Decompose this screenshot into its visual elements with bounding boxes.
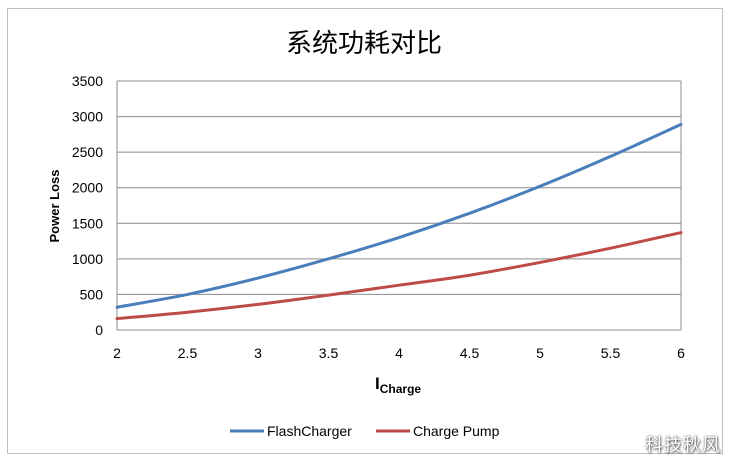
plot-area	[116, 81, 682, 330]
x-tick-label-0: 2	[113, 345, 121, 361]
x-tick-label-3: 3.5	[319, 345, 339, 361]
x-tick-label-7: 5.5	[601, 345, 621, 361]
x-axis-label: ICharge	[375, 374, 421, 396]
x-tick-label-2: 3	[254, 345, 262, 361]
y-tick-label-1: 500	[80, 286, 104, 302]
gridlines	[117, 80, 681, 331]
watermark: 科技秋风	[645, 435, 721, 456]
y-tick-label-4: 2000	[72, 180, 103, 196]
x-tick-label-4: 4	[395, 345, 403, 361]
y-tick-label-7: 3500	[72, 73, 103, 89]
y-tick-label-6: 3000	[72, 109, 103, 125]
chart-title: 系统功耗对比	[286, 29, 442, 59]
series-lines	[115, 122, 683, 321]
y-axis-ticks: 0 500 1000 1500 2000 2500 3000 3500	[72, 73, 103, 338]
y-tick-label-0: 0	[95, 322, 103, 338]
x-axis-label-main: I	[375, 374, 380, 393]
x-axis-ticks: 2 2.5 3 3.5 4 4.5 5 5.5 6	[113, 345, 685, 361]
x-axis-label-sub: Charge	[380, 382, 422, 396]
x-tick-label-6: 5	[536, 345, 544, 361]
legend-label-flashcharger: FlashCharger	[267, 423, 352, 439]
legend-label-charge-pump: Charge Pump	[413, 423, 500, 439]
chart-frame	[7, 8, 723, 454]
y-tick-label-3: 1500	[72, 215, 103, 231]
y-tick-label-2: 1000	[72, 251, 103, 267]
x-tick-label-5: 4.5	[460, 345, 480, 361]
series-line-flashcharger	[115, 122, 683, 309]
series-line-charge-pump	[115, 231, 683, 321]
x-tick-label-1: 2.5	[178, 345, 198, 361]
x-tick-label-8: 6	[677, 345, 685, 361]
y-axis-label: Power Loss	[47, 170, 62, 243]
y-tick-label-5: 2500	[72, 144, 103, 160]
legend: FlashCharger Charge Pump	[230, 423, 500, 439]
